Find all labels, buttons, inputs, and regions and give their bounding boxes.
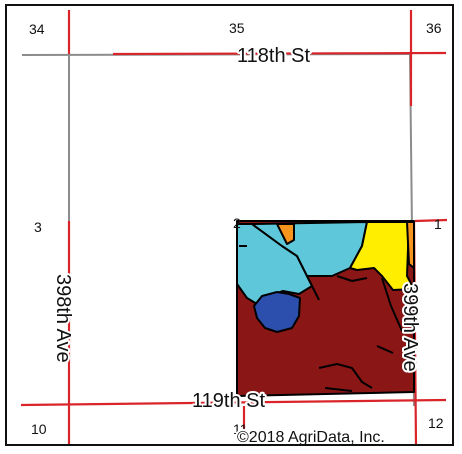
copyright-text: ©2018 AgriData, Inc. [237,429,385,446]
section-number-10: 10 [31,421,47,437]
soil-unit-orange-east[interactable] [406,221,415,269]
section-number-36: 36 [426,20,442,36]
section-numbers: 34 35 36 3 2 1 10 11 12 [29,20,444,437]
road-label-399th-ave: 399th Ave [399,283,421,372]
section-number-3: 3 [34,219,42,235]
soil-map[interactable]: 34 35 36 3 2 1 10 11 12 118th St 119th S… [7,6,454,446]
section-number-34: 34 [29,21,45,37]
section-number-11: 11 [233,421,248,437]
field-soil-units[interactable] [236,220,415,397]
road-labels: 118th St 119th St 398th Ave 399th Ave [50,43,423,414]
road-label-118th-st: 118th St [237,45,310,67]
road-label-398th-ave: 398th Ave [52,274,74,363]
section-number-2: 2 [233,215,241,231]
section-number-12: 12 [428,415,444,431]
soil-unit-navy[interactable] [253,291,301,333]
road-label-119th-st: 119th St [192,390,265,412]
section-number-1: 1 [434,216,442,232]
section-lines [20,10,448,444]
soil-unit-orange-west[interactable] [276,223,295,245]
soil-boundary-interior [239,245,403,392]
soil-unit-yellow[interactable] [349,221,415,291]
section-number-35: 35 [229,20,245,36]
map-frame: 34 35 36 3 2 1 10 11 12 118th St 119th S… [5,4,454,446]
